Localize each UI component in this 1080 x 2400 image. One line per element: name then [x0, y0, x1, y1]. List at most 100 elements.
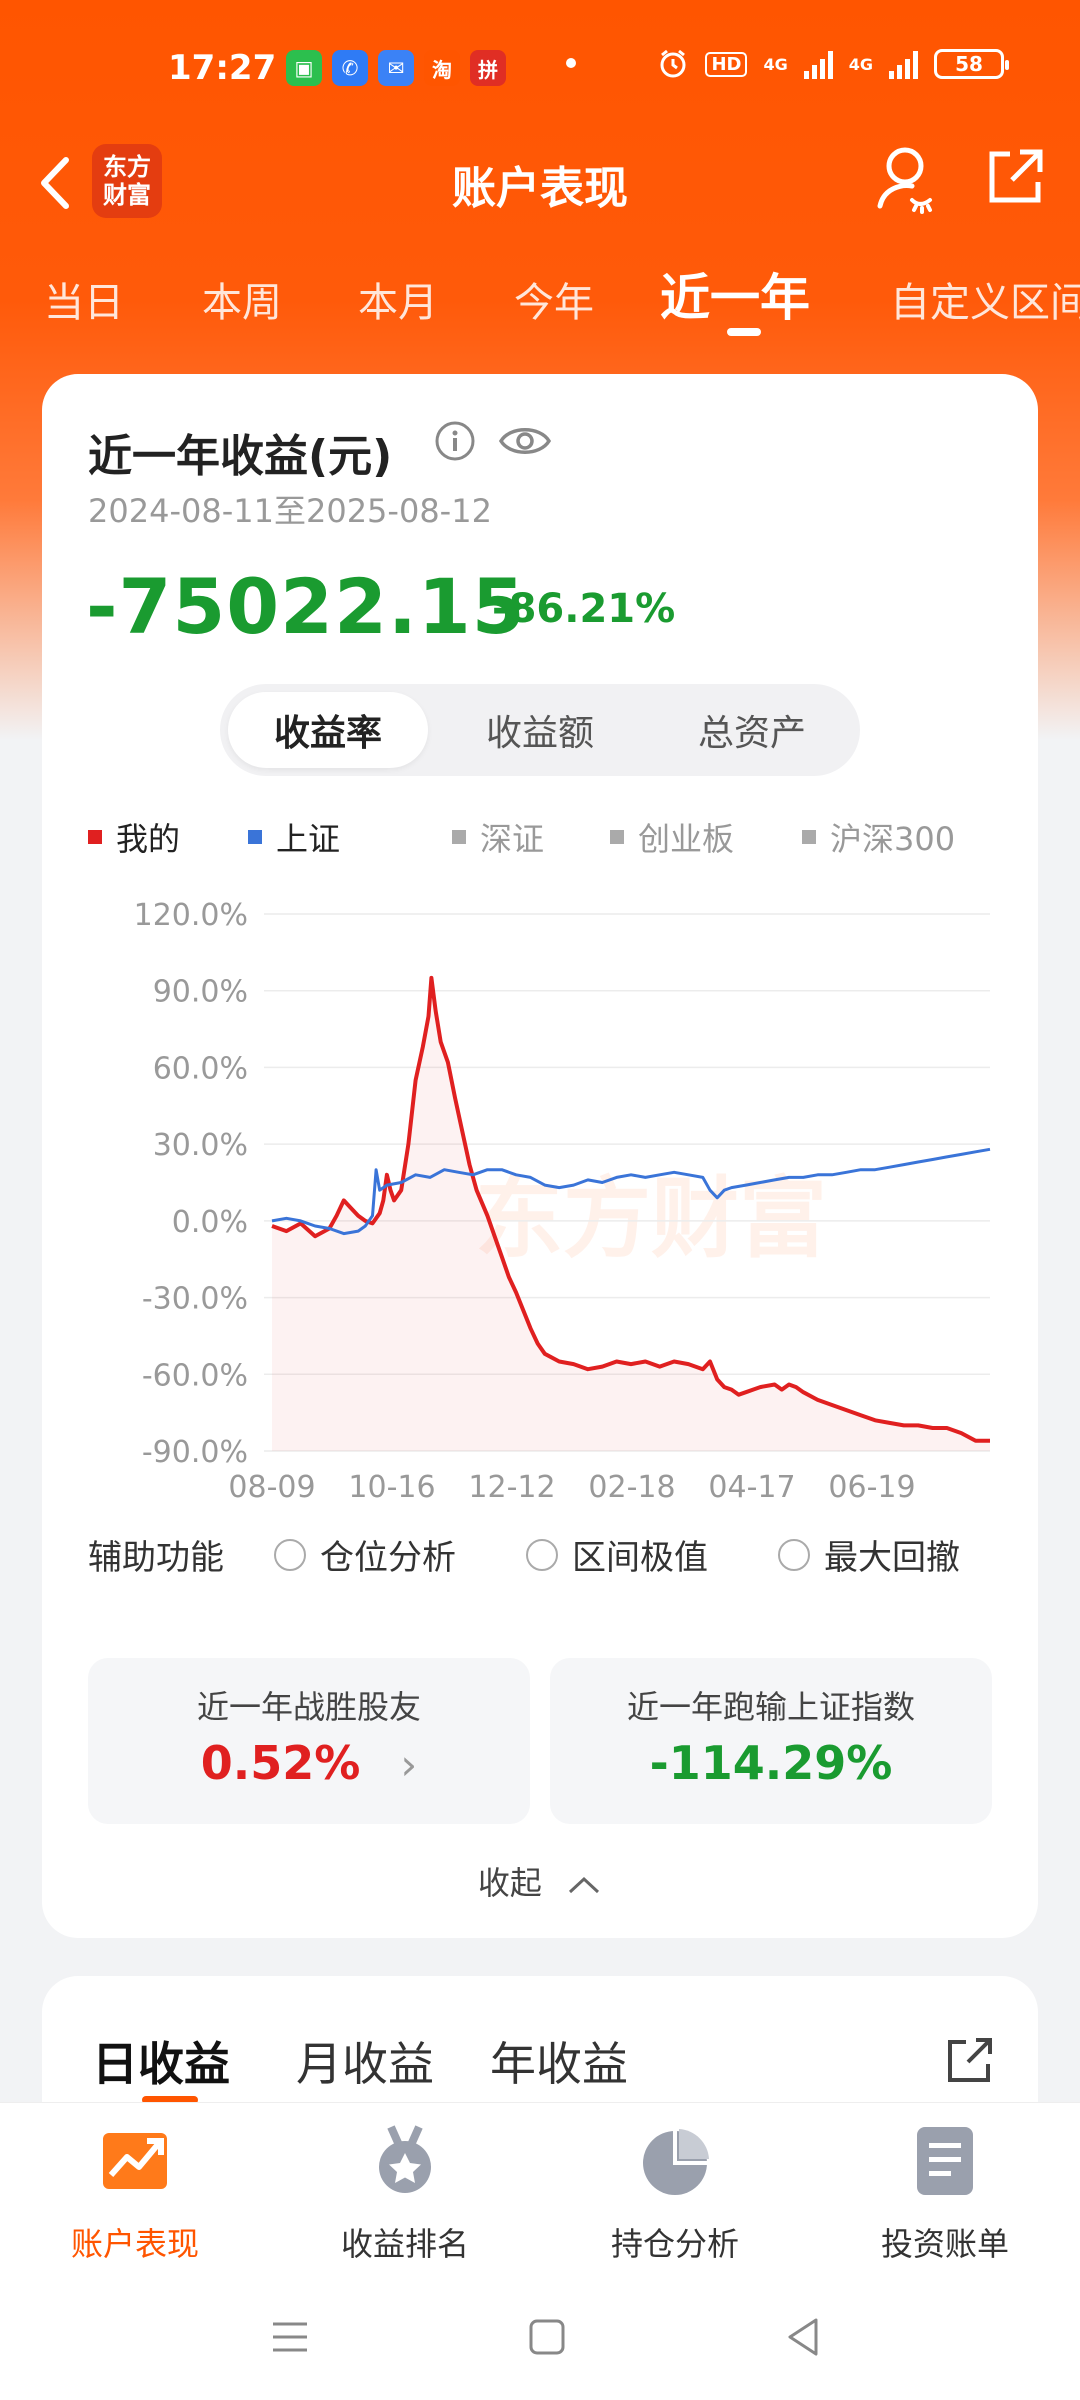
segment-return-amount[interactable]: 收益额 — [485, 713, 594, 754]
home-icon[interactable] — [522, 2312, 572, 2362]
segment-total-assets[interactable]: 总资产 — [697, 713, 806, 754]
hd-badge: HD — [705, 51, 748, 77]
collapse-label: 收起 — [477, 1864, 542, 1902]
legend-shanghai[interactable]: 上证 — [248, 814, 340, 860]
app-header: 东方 财富 账户表现 — [0, 130, 1080, 240]
network-type-1: 4G — [763, 54, 788, 74]
tab-this-week[interactable]: 本周 — [202, 280, 282, 326]
nav-account-performance[interactable]: 账户表现 — [0, 2123, 270, 2265]
network-type-2: 4G — [848, 54, 873, 74]
nav-label: 投资账单 — [880, 2225, 1009, 2263]
tab-custom-range[interactable]: 自定义区间 — [890, 280, 1080, 326]
signal-icon — [889, 49, 918, 79]
y-tick-label: -90.0% — [142, 1435, 248, 1470]
status-app-icons: ▣ ✆ ✉ 淘拼 — [286, 50, 506, 86]
nav-holdings-analysis[interactable]: 持仓分析 — [540, 2123, 810, 2265]
y-tick-label: -60.0% — [142, 1358, 248, 1393]
share-icon[interactable] — [980, 142, 1050, 212]
battery-icon: 58 — [934, 49, 1009, 79]
total-return-value: -75022.15 — [86, 562, 526, 651]
tab-daily-returns[interactable]: 日收益 — [92, 2037, 230, 2091]
total-return-percent: -86.21% — [492, 586, 676, 632]
stat-value-text: 0.52% — [200, 1736, 361, 1790]
battery-level: 58 — [955, 52, 983, 76]
legend-csi300[interactable]: 沪深300 — [802, 814, 955, 860]
stat-value: 0.52% › — [88, 1736, 530, 1790]
tab-yearly-returns[interactable]: 年收益 — [490, 2037, 628, 2091]
chart-legend: 我的 上证 深证 创业板 沪深300 — [88, 814, 1008, 864]
vs-index-stat: 近一年跑输上证指数 -114.29% — [550, 1658, 992, 1824]
stat-label: 近一年跑输上证指数 — [626, 1688, 915, 1726]
y-tick-label: 0.0% — [172, 1205, 248, 1240]
option-label: 仓位分析 — [320, 1538, 456, 1578]
back-nav-icon[interactable] — [780, 2312, 830, 2362]
y-tick-label: 90.0% — [153, 975, 248, 1010]
account-performance-icon — [103, 2133, 167, 2189]
wechat-icon: ▣ — [286, 50, 322, 86]
option-position-analysis[interactable]: 仓位分析 — [274, 1530, 456, 1579]
option-label: 区间极值 — [572, 1538, 708, 1578]
nav-investment-bill[interactable]: 投资账单 — [810, 2123, 1080, 2265]
legend-label: 上证 — [276, 820, 341, 858]
x-tick-label: 08-09 — [228, 1470, 315, 1504]
tab-this-year[interactable]: 今年 — [514, 280, 594, 326]
legend-swatch — [248, 830, 262, 844]
legend-label: 深证 — [480, 820, 545, 858]
radio-button[interactable] — [778, 1538, 810, 1571]
performance-card: 近一年收益(元) 2024-08-11至2025-08-12 -75022.15… — [42, 374, 1038, 1938]
period-tabs: 当日 本周 本月 今年 近一年 自定义区间 — [0, 258, 1080, 348]
legend-label: 沪深300 — [830, 820, 956, 858]
stat-label: 近一年战胜股友 — [196, 1688, 421, 1726]
info-icon[interactable] — [434, 420, 476, 462]
segment-return-rate[interactable]: 收益率 — [228, 692, 428, 768]
back-icon[interactable] — [30, 148, 90, 218]
tab-this-month[interactable]: 本月 — [358, 280, 438, 326]
y-tick-label: 60.0% — [153, 1051, 248, 1086]
x-tick-label: 06-19 — [828, 1470, 915, 1504]
option-max-drawdown[interactable]: 最大回撤 — [778, 1530, 960, 1579]
beat-peers-stat[interactable]: 近一年战胜股友 0.52% › — [88, 1658, 530, 1824]
bottom-navigation: 账户表现 收益排名 持仓分析 投资账单 — [0, 2102, 1080, 2272]
legend-chinext[interactable]: 创业板 — [610, 814, 734, 860]
radio-button[interactable] — [274, 1538, 306, 1571]
y-tick-label: -30.0% — [142, 1282, 248, 1317]
option-range-extremes[interactable]: 区间极值 — [526, 1530, 708, 1579]
logo-line1: 东方 — [103, 153, 151, 181]
legend-swatch — [452, 830, 466, 844]
radio-button[interactable] — [526, 1538, 558, 1571]
x-tick-label: 10-16 — [348, 1470, 435, 1504]
share-icon[interactable] — [942, 2032, 998, 2088]
x-tick-label: 04-17 — [708, 1470, 795, 1504]
tab-today[interactable]: 当日 — [44, 280, 124, 326]
legend-mine[interactable]: 我的 — [88, 814, 180, 860]
series-area-mine — [272, 977, 990, 1451]
stat-value: -114.29% — [649, 1736, 893, 1790]
tab-last-year[interactable]: 近一年 — [660, 269, 810, 327]
user-icon[interactable] — [872, 140, 942, 220]
menu-icon[interactable] — [265, 2312, 315, 2362]
collapse-button[interactable]: 收起 — [42, 1858, 1038, 1904]
series-line-mine — [271, 975, 990, 1443]
system-navigation — [0, 2272, 1080, 2400]
legend-label: 我的 — [116, 820, 181, 858]
legend-swatch — [610, 830, 624, 844]
return-title: 近一年收益(元) — [88, 431, 393, 482]
eye-icon[interactable] — [498, 420, 552, 462]
mail-icon: ✉ — [378, 50, 414, 86]
more-notifications-dot — [566, 58, 576, 68]
pinduoduo-icon: 拼 — [470, 50, 506, 86]
nav-return-ranking[interactable]: 收益排名 — [270, 2123, 540, 2265]
aux-label: 辅助功能 — [88, 1538, 224, 1578]
active-tab-indicator — [727, 328, 761, 336]
tab-monthly-returns[interactable]: 月收益 — [296, 2037, 434, 2091]
nav-label: 账户表现 — [70, 2225, 199, 2263]
legend-label: 创业板 — [638, 820, 735, 858]
series-line-shanghai — [271, 1147, 991, 1236]
legend-swatch — [88, 830, 102, 844]
status-indicators: HD 4G 4G 58 — [657, 48, 1009, 80]
active-tab-indicator — [142, 2096, 198, 2104]
signal-icon — [803, 49, 833, 79]
date-range: 2024-08-11至2025-08-12 — [88, 492, 492, 530]
legend-shenzhen[interactable]: 深证 — [452, 814, 544, 860]
return-chart[interactable]: 东方财富 120.0% 90.0% 60.0% 30.0% 0.0% -30.0% -60.0… — [82, 884, 1002, 1504]
